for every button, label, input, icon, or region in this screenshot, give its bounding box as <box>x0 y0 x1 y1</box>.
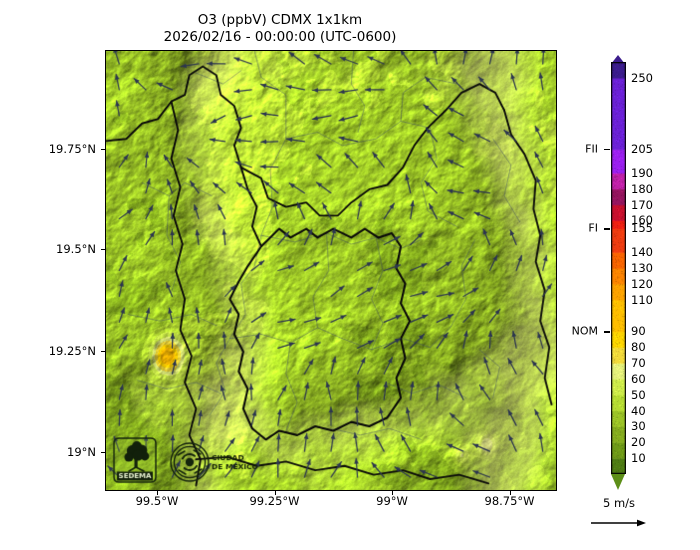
figure-title: O3 (ppbV) CDMX 1x1km 2026/02/16 - 00:00:… <box>0 12 560 46</box>
y-axis-tick <box>101 350 105 352</box>
x-axis-tick <box>274 491 276 495</box>
colorbar[interactable] <box>611 62 626 474</box>
y-axis-tick-label-2: 19.25°N <box>48 343 96 358</box>
wind-reference-key: 5 m/s <box>571 496 667 529</box>
colorbar-tick-label-180: 180 <box>631 181 653 196</box>
norm-threshold-tick-FII <box>604 149 610 151</box>
norm-threshold-tick-NOM <box>604 331 610 333</box>
colorbar-tick-label-10: 10 <box>631 451 646 466</box>
colorbar-tick-label-60: 60 <box>631 371 646 386</box>
x-axis-tick <box>392 491 394 495</box>
y-axis-tick <box>101 149 105 151</box>
title-line-variable: O3 (ppbV) CDMX 1x1km <box>197 12 363 28</box>
colorbar-tick-label-130: 130 <box>631 261 653 275</box>
y-axis-tick <box>101 452 105 454</box>
colorbar-tick-label-110: 110 <box>631 292 653 307</box>
norm-threshold-label-FI: FI <box>588 221 598 235</box>
arrow-right-icon <box>591 519 646 527</box>
x-axis-tick <box>509 491 511 495</box>
wind-key-label: 5 m/s <box>602 496 636 510</box>
colorbar-tick-label-40: 40 <box>631 403 646 418</box>
map-plot-area[interactable] <box>105 50 557 491</box>
colorbar-tick-label-90: 90 <box>631 324 646 339</box>
y-axis-tick-label-0: 19.75°N <box>48 142 96 157</box>
colorbar-tick-label-80: 80 <box>631 340 646 355</box>
x-axis-tick-label-2: 99°W <box>376 494 408 508</box>
colorbar-tick-label-160: 160 <box>631 213 653 228</box>
colorbar-tick-label-20: 20 <box>631 435 646 450</box>
colorbar-tick-label-140: 140 <box>631 245 653 260</box>
y-axis-tick <box>101 249 105 251</box>
colorbar-tick-label-170: 170 <box>631 197 653 212</box>
x-axis-tick <box>156 491 158 495</box>
colorbar-tick-label-30: 30 <box>631 419 646 434</box>
x-axis-tick-label-1: 99.25°W <box>249 494 300 508</box>
colorbar-tick-label-250: 250 <box>631 70 653 85</box>
y-axis-tick-label-1: 19.5°N <box>56 242 96 257</box>
colorbar-gradient <box>611 62 626 474</box>
colorbar-tick-label-205: 205 <box>631 142 653 157</box>
colorbar-tick-label-120: 120 <box>631 276 653 291</box>
colorbar-tick-label-190: 190 <box>631 165 653 180</box>
colorbar-tick-label-50: 50 <box>631 387 646 402</box>
y-axis-tick-label-3: 19°N <box>67 445 96 460</box>
colorbar-over-arrow <box>611 55 625 64</box>
x-axis-tick-label-0: 99.5°W <box>135 494 179 508</box>
ozone-concentration-map <box>106 51 556 490</box>
norm-threshold-label-FII: FII <box>585 142 598 156</box>
colorbar-tick-label-70: 70 <box>631 356 646 371</box>
x-axis-tick-label-3: 98.75°W <box>484 494 535 508</box>
norm-threshold-tick-FI <box>604 228 610 230</box>
colorbar-tick-label-155: 155 <box>631 221 653 236</box>
norm-threshold-label-NOM: NOM <box>571 324 598 338</box>
title-line-timestamp: 2026/02/16 - 00:00:00 (UTC-0600) <box>163 29 397 45</box>
colorbar-under-arrow <box>611 474 625 490</box>
